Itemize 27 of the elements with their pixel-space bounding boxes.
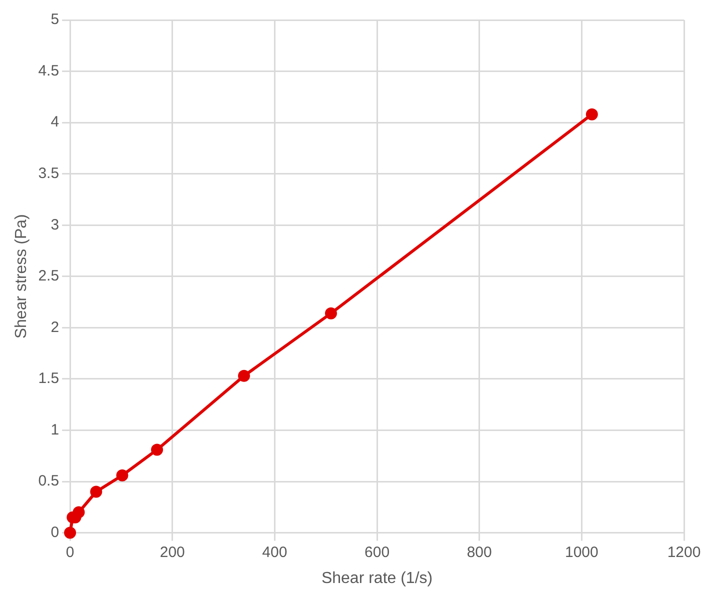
x-tick-label: 600: [364, 544, 390, 561]
point: [324, 307, 337, 320]
point: [116, 469, 128, 482]
point: [238, 370, 250, 382]
y-tick-label: 5: [50, 11, 60, 28]
y-tick-label: 4: [50, 114, 60, 131]
x-tick-label: 1200: [667, 544, 701, 561]
point: [90, 486, 102, 498]
point: [151, 444, 164, 456]
y-tick-label: 2: [50, 318, 60, 336]
point: [72, 506, 85, 518]
x-tick-label: 0: [66, 544, 74, 561]
y-tick-label: 3: [50, 216, 60, 234]
y-tick-label: 2.5: [38, 268, 60, 285]
y-axis-title: Shear stress (Pa): [13, 214, 30, 339]
y-tick-label: 3.5: [38, 164, 60, 182]
y-tick-label: 1.5: [38, 370, 60, 388]
y-tick-label: 0.5: [38, 472, 60, 490]
x-tick-label: 200: [160, 544, 185, 561]
x-tick-label: 800: [466, 544, 492, 561]
y-tick-label: 0: [50, 524, 60, 541]
x-tick-label: 1000: [564, 544, 598, 561]
x-axis-title: Shear rate (1/s): [321, 570, 433, 587]
y-tick-label: 4.5: [38, 62, 60, 80]
y-tick-label: 1: [50, 421, 60, 438]
x-tick-label: 400: [262, 544, 288, 561]
point: [586, 108, 598, 120]
